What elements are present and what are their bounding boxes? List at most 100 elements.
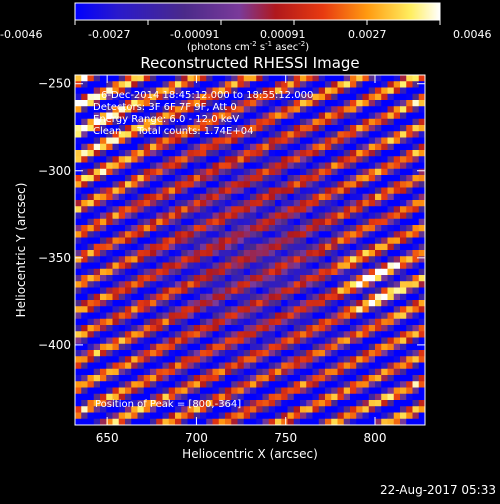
heatmap-cell (81, 275, 88, 282)
heatmap-cell (375, 87, 382, 95)
heatmap-cell (93, 356, 101, 363)
heatmap-cell (262, 118, 270, 126)
heatmap-cell (143, 225, 151, 232)
heatmap-cell (243, 168, 251, 176)
heatmap-cell (312, 150, 320, 157)
heatmap-cell (312, 193, 320, 201)
heatmap-cell (381, 406, 388, 413)
heatmap-cell (112, 106, 120, 113)
heatmap-cell (318, 368, 326, 376)
heatmap-cell (262, 212, 270, 220)
heatmap-cell (181, 87, 188, 95)
heatmap-cell (243, 356, 251, 363)
heatmap-cell (306, 193, 313, 201)
heatmap-cell (381, 343, 388, 351)
heatmap-cell (143, 331, 151, 338)
heatmap-cell (337, 162, 345, 170)
heatmap-cell (137, 300, 145, 307)
heatmap-cell (387, 143, 395, 151)
heatmap-cell (287, 331, 295, 338)
heatmap-cell (125, 356, 132, 363)
heatmap-cell (243, 212, 251, 220)
heatmap-cell (318, 243, 326, 251)
heatmap-cell (206, 175, 213, 182)
heatmap-cell (93, 300, 101, 307)
heatmap-cell (125, 200, 132, 207)
heatmap-cell (112, 418, 120, 425)
heatmap-cell (250, 187, 257, 195)
heatmap-cell (87, 256, 95, 263)
heatmap-cell (231, 225, 238, 232)
heatmap-cell (125, 168, 132, 176)
heatmap-cell (325, 287, 332, 295)
heatmap-cell (200, 350, 207, 357)
heatmap-cell (87, 331, 95, 338)
heatmap-cell (318, 212, 326, 220)
heatmap-cell (350, 275, 357, 282)
heatmap-cell (200, 125, 207, 132)
heatmap-cell (318, 306, 326, 313)
heatmap-cell (87, 168, 95, 176)
heatmap-cell (287, 175, 295, 182)
heatmap-cell (312, 118, 320, 126)
heatmap-cell (93, 262, 101, 270)
heatmap-cell (356, 168, 363, 176)
heatmap-cell (118, 318, 126, 326)
heatmap-cell (300, 137, 307, 145)
heatmap-cell (325, 93, 332, 101)
heatmap-cell (225, 287, 232, 295)
heatmap-cell (343, 225, 351, 232)
heatmap-cell (306, 287, 313, 295)
heatmap-cell (193, 387, 201, 395)
heatmap-cell (243, 250, 251, 257)
heatmap-cell (200, 131, 207, 138)
heatmap-cell (343, 412, 351, 420)
heatmap-cell (150, 268, 157, 276)
heatmap-cell (306, 112, 313, 120)
heatmap-cell (331, 343, 338, 351)
heatmap-cell (337, 93, 345, 101)
heatmap-cell (87, 406, 95, 413)
heatmap-cell (212, 243, 220, 251)
heatmap-cell (137, 375, 145, 382)
heatmap-cell (156, 137, 163, 145)
heatmap-cell (293, 275, 301, 282)
heatmap-cell (287, 162, 295, 170)
heatmap-cell (300, 393, 307, 401)
heatmap-cell (206, 268, 213, 276)
heatmap-cell (243, 237, 251, 245)
heatmap-cell (412, 87, 420, 95)
heatmap-cell (218, 331, 226, 338)
heatmap-cell (362, 362, 370, 370)
heatmap-cell (106, 387, 113, 395)
heatmap-cell (156, 325, 163, 332)
heatmap-cell (318, 100, 326, 107)
heatmap-cell (312, 400, 320, 407)
heatmap-cell (231, 137, 238, 145)
heatmap-cell (200, 256, 207, 263)
heatmap-cell (137, 368, 145, 376)
heatmap-cell (381, 331, 388, 338)
heatmap-cell (112, 125, 120, 132)
heatmap-cell (406, 112, 413, 120)
heatmap-cell (306, 250, 313, 257)
heatmap-cell (131, 250, 138, 257)
heatmap-cell (368, 400, 376, 407)
heatmap-cell (343, 162, 351, 170)
heatmap-cell (218, 87, 226, 95)
heatmap-cell (212, 331, 220, 338)
heatmap-cell (206, 131, 213, 138)
heatmap-cell (337, 131, 345, 138)
heatmap-cell (237, 125, 245, 132)
heatmap-cell (87, 81, 95, 88)
heatmap-cell (406, 406, 413, 413)
heatmap-cell (300, 343, 307, 351)
heatmap-cell (218, 237, 226, 245)
heatmap-cell (237, 168, 245, 176)
heatmap-cell (193, 212, 201, 220)
heatmap-cell (331, 87, 338, 95)
heatmap-cell (106, 193, 113, 201)
heatmap-cell (225, 175, 232, 182)
heatmap-cell (187, 281, 195, 288)
heatmap-cell (356, 412, 363, 420)
